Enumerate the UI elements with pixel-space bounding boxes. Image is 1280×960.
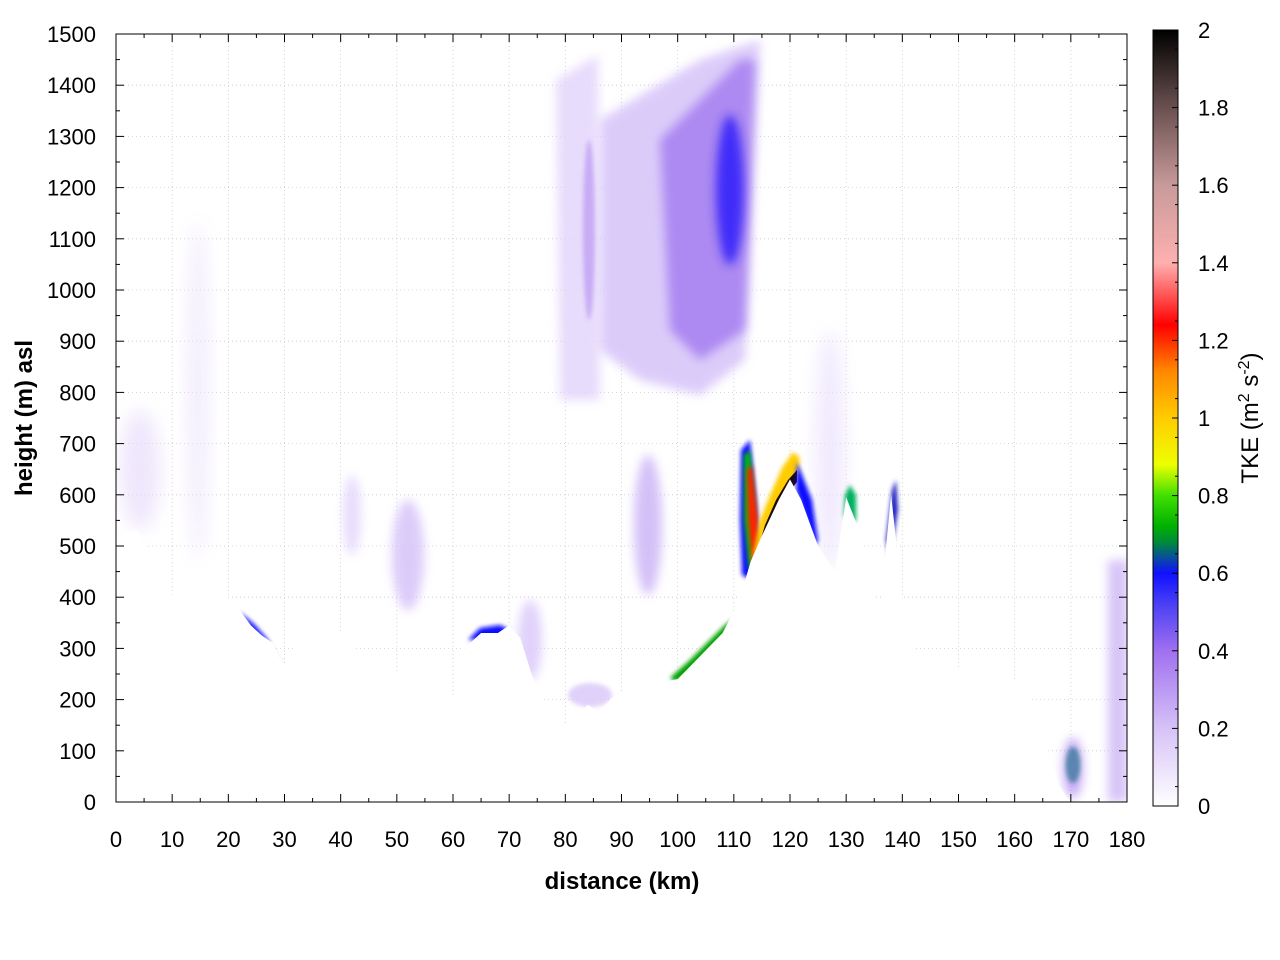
x-tick-label: 60 [441,827,465,852]
x-tick-label: 100 [659,827,696,852]
y-tick-label: 400 [59,585,96,610]
colorbar-tick-label: 1.6 [1198,173,1229,198]
y-tick-label: 100 [59,739,96,764]
colorbar-tick-label: 1.8 [1198,96,1229,121]
tke-upper-core-82km [583,140,595,320]
tke-plume-95km [634,455,662,595]
x-tick-label: 110 [716,827,751,852]
x-tick-label: 120 [772,827,809,852]
x-tick-label: 160 [996,827,1033,852]
y-tick-label: 700 [59,432,96,457]
x-tick-label: 10 [160,827,184,852]
y-tick-label: 1400 [47,73,96,98]
tke-ribbon-100-110km [670,618,735,682]
x-tick-label: 130 [828,827,865,852]
x-tick-label: 20 [216,827,240,852]
tke-upper-core-110km [716,115,744,265]
x-tick-label: 50 [385,827,409,852]
x-tick-label: 140 [884,827,921,852]
y-axis-ticks: 0 100 200 300 400 500 600 700 800 900 1000 1100 1200… [47,22,1127,815]
x-axis-ticks: 0 10 20 30 40 50 60 70 80 90 100 110 120 130 140 150 160… [110,34,1145,852]
y-tick-label: 0 [84,790,96,815]
y-tick-label: 900 [59,329,96,354]
x-tick-label: 30 [272,827,296,852]
colorbar-title: TKE (m2 s-2) [1236,352,1264,483]
tke-plume-58km [343,475,361,555]
colorbar-tick-label: 0.2 [1198,716,1229,741]
x-tick-label: 40 [328,827,352,852]
colorbar-title-sup2: -2 [1236,360,1253,374]
colorbar-tick-label: 0 [1198,794,1210,819]
tke-edge-180km [1108,560,1127,802]
y-tick-label: 500 [59,534,96,559]
y-tick-label: 800 [59,380,96,405]
y-tick-label: 1100 [49,227,96,252]
tke-spot-170km-halo [1063,738,1083,798]
y-tick-label: 1300 [47,124,96,149]
colorbar-tick-label: 0.8 [1198,484,1229,509]
tke-field [116,40,1127,802]
colorbar-tick-label: 1.4 [1198,251,1229,276]
x-tick-label: 170 [1052,827,1089,852]
y-tick-label: 1500 [47,22,96,47]
y-tick-label: 1000 [47,278,96,303]
colorbar-ticks: 0 0.2 0.4 0.6 0.8 1 1.2 1.4 1.6 1.8 2 [1172,18,1229,819]
tke-plume-52km [392,500,424,610]
colorbar-title-main: TKE (m [1237,402,1264,483]
x-axis-title: distance (km) [545,868,700,895]
colorbar-tick-label: 1.2 [1198,328,1229,353]
colorbar-tick-label: 0.6 [1198,561,1229,586]
x-tick-label: 80 [553,827,577,852]
x-tick-label: 70 [497,827,521,852]
y-tick-label: 200 [59,688,96,713]
y-tick-label: 300 [59,636,96,661]
colorbar-title-end: ) [1237,352,1264,360]
colorbar-title-sup1: 2 [1236,393,1253,402]
y-axis-title: height (m) asl [11,340,38,496]
y-tick-label: 1200 [47,176,96,201]
tke-plume-left [120,410,160,530]
x-tick-label: 180 [1109,827,1146,852]
tke-patch-85km [568,683,612,707]
colorbar-title-mid: s [1237,375,1264,394]
tke-arc-outer [796,462,818,548]
x-tick-label: 0 [110,827,122,852]
tke-plume-128km [816,330,844,570]
y-tick-label: 600 [59,483,96,508]
x-tick-label: 90 [609,827,633,852]
colorbar-tick-label: 1 [1198,406,1210,431]
tke-plume-15km [188,220,208,560]
x-tick-label: 150 [940,827,977,852]
colorbar-tick-label: 2 [1198,18,1210,43]
terrain-mask [116,479,1127,802]
colorbar-tick-label: 0.4 [1198,639,1229,664]
